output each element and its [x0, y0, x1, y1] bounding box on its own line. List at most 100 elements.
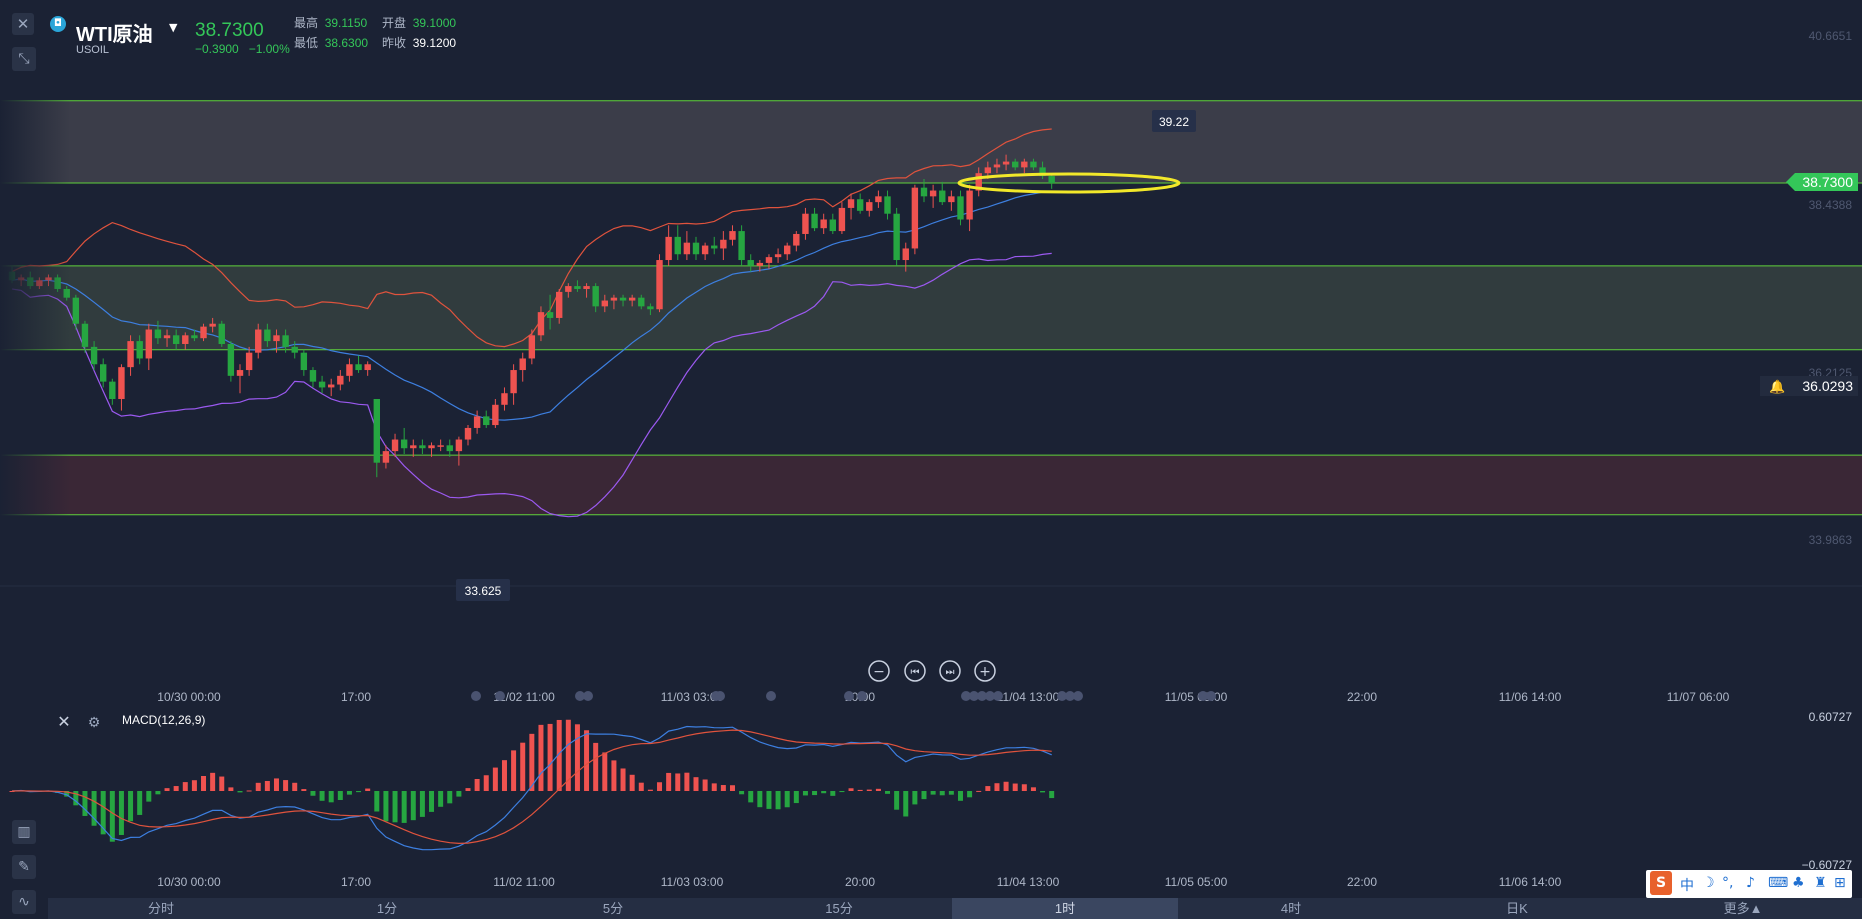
macd-hist-bar: [520, 742, 526, 791]
macd-hist-bar: [456, 791, 462, 797]
candle-body: [318, 381, 326, 388]
candle-body: [665, 236, 672, 261]
tab-timeframe-5[interactable]: 4时: [1280, 901, 1302, 916]
candle-body: [200, 326, 207, 339]
bell-icon[interactable]: 🔔: [1769, 379, 1785, 395]
macd-time-axis: 10/30 00:00 17:00 11/02 11:00 11/03 03:00 20…: [157, 875, 1561, 889]
macd-hist-bar: [118, 791, 124, 835]
macd-hist-bar: [164, 788, 170, 791]
macd-time-label: 22:00: [1347, 875, 1377, 889]
macd-hist-bar: [766, 791, 772, 809]
moon-icon[interactable]: ☽: [1702, 875, 1715, 891]
tab-timeframe-6[interactable]: 日K: [1506, 901, 1528, 916]
tab-timeframe-0[interactable]: 分时: [147, 901, 174, 916]
macd-hist-bar: [802, 791, 808, 796]
macd-hist-bar: [501, 760, 507, 791]
candle-body: [501, 393, 508, 405]
candle-body: [720, 239, 727, 249]
grid-icon[interactable]: ⊞: [1834, 875, 1846, 891]
highlight-ellipse: [957, 172, 1181, 194]
microphone-icon[interactable]: ♪: [1746, 875, 1755, 891]
tab-timeframe-3[interactable]: 15分: [825, 901, 853, 916]
macd-hist-bar: [702, 779, 708, 791]
candle-body: [437, 445, 444, 447]
macd-hist-bar: [912, 791, 918, 805]
macd-hist-bar: [957, 791, 963, 801]
keyboard-icon[interactable]: ⌨: [1768, 875, 1789, 891]
macd-hist-bar: [82, 791, 88, 816]
macd-hist-bar: [1030, 787, 1036, 791]
change-percent: −1.00%: [248, 42, 290, 56]
symbol-name[interactable]: WTI原油: [76, 24, 153, 46]
drawing-button[interactable]: ✎: [12, 855, 36, 879]
sogou-logo-icon[interactable]: S: [1650, 871, 1672, 895]
close-macd-icon[interactable]: ✕: [57, 712, 70, 731]
pencil-line-icon: ⤡: [18, 51, 30, 67]
event-marker-dot: [1073, 691, 1083, 701]
candle-body: [364, 364, 371, 371]
candle-body: [701, 245, 709, 255]
boll-mid-line: [11, 190, 1052, 421]
macd-hist-bar: [921, 791, 927, 800]
candle-body: [619, 297, 627, 301]
macd-hist-bar: [565, 719, 571, 791]
macd-hist-bar: [875, 788, 881, 791]
candle-body: [209, 323, 216, 327]
punctuation-icon[interactable]: °,: [1722, 875, 1734, 891]
macd-time-label: 20:00: [845, 875, 875, 889]
time-label: 11/06 14:00: [1499, 690, 1562, 704]
macd-dea-line: [11, 729, 1052, 845]
candle-body: [756, 262, 764, 266]
candle-body: [546, 312, 554, 318]
symbol-logo-icon: ◘: [50, 16, 66, 32]
scroll-left-button[interactable]: [904, 660, 926, 682]
tab-timeframe-2[interactable]: 5分: [602, 901, 624, 916]
tools-icon[interactable]: ♜: [1814, 875, 1827, 891]
macd-hist-bar: [401, 791, 407, 823]
macd-hist-bar: [1021, 784, 1027, 791]
alert-price-tag[interactable]: [1760, 376, 1858, 396]
candle-body: [583, 286, 590, 289]
candle-body: [1021, 161, 1028, 168]
event-marker-dot: [993, 691, 1003, 701]
low-value: 38.6300: [324, 36, 369, 50]
zoom-out-button[interactable]: [868, 660, 890, 682]
macd-hist-bar: [128, 791, 134, 822]
trough-annotation-label: 33.625: [465, 584, 502, 598]
macd-hist-bar: [264, 780, 270, 791]
macd-hist-bar: [939, 791, 945, 796]
draw-tool-button[interactable]: ⤡: [12, 47, 36, 71]
current-price-tag: [1786, 173, 1858, 191]
macd-hist-bar: [255, 782, 261, 791]
candle-body: [765, 257, 773, 263]
ime-toolbar[interactable]: S 中 ☽ °, ♪ ⌨ ♣ ♜ ⊞: [1646, 870, 1852, 898]
candle-body: [163, 335, 171, 339]
time-label: 10/30 00:00: [157, 690, 221, 704]
skin-icon[interactable]: ♣: [1792, 875, 1805, 891]
macd-hist-bar: [894, 791, 900, 810]
macd-hist-bar: [693, 777, 699, 791]
scroll-right-button[interactable]: [939, 660, 961, 682]
zoom-in-button[interactable]: [974, 660, 996, 682]
chevron-down-icon[interactable]: ▼: [169, 21, 178, 34]
indicator-button[interactable]: ▥: [12, 820, 36, 844]
tab-timeframe-more[interactable]: 更多▲: [1723, 901, 1763, 916]
candle-body: [81, 323, 89, 347]
tab-timeframe-4[interactable]: 1时: [952, 898, 1178, 919]
macd-hist-bar: [392, 791, 398, 823]
macd-hist-bar: [273, 778, 279, 791]
ime-chinese[interactable]: 中: [1680, 878, 1694, 894]
close-button[interactable]: ✕: [12, 13, 34, 35]
last-price: 38.7300: [195, 20, 264, 41]
candle-body: [355, 364, 362, 371]
settings-gear-icon[interactable]: ⚙: [88, 715, 101, 731]
candle-body: [984, 167, 992, 174]
event-marker-dot: [471, 691, 481, 701]
line-chart-button[interactable]: ∿: [12, 890, 36, 914]
candle-body: [975, 173, 982, 191]
tab-timeframe-1[interactable]: 1分: [376, 901, 398, 916]
candle-body: [255, 329, 262, 353]
axis-label-upper: 38.4388: [1809, 198, 1853, 212]
